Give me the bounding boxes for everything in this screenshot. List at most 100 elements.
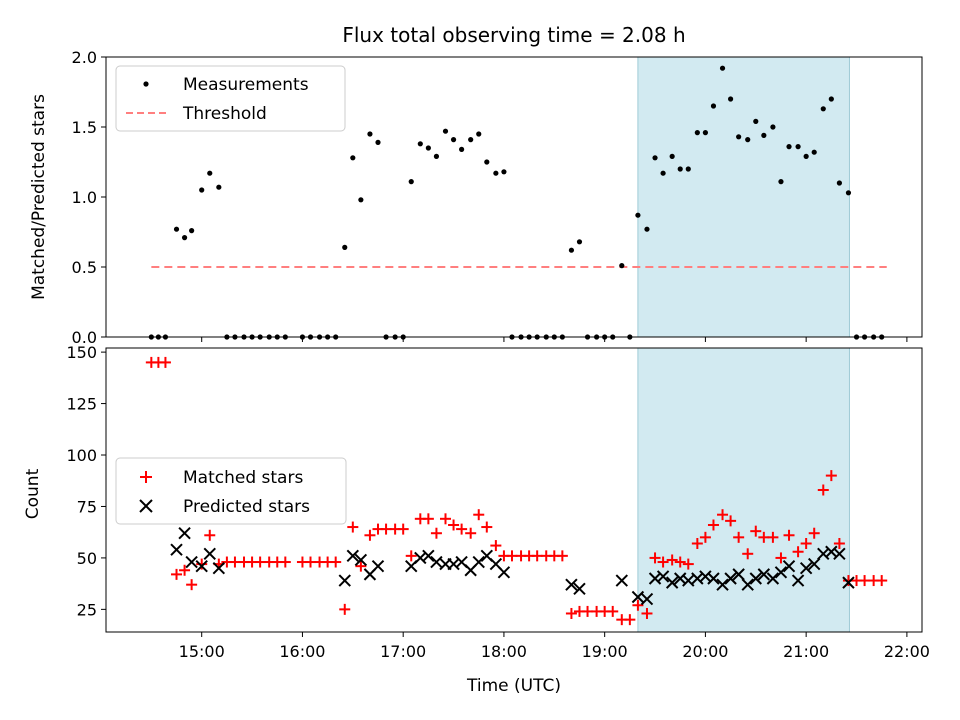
y-axis-label-top: Matched/Predicted stars <box>29 94 49 300</box>
plot-frame-bottom <box>105 347 923 633</box>
matched-star-point <box>742 548 754 560</box>
matched-star-point <box>364 529 376 541</box>
x-tick-label: 18:00 <box>481 642 527 661</box>
matched-star-point <box>800 538 812 550</box>
x-axis-label: Time (UTC) <box>466 676 561 696</box>
matched-star-point <box>775 552 787 564</box>
measurement-point <box>342 244 348 250</box>
measurement-point <box>786 144 792 150</box>
measurement-point <box>694 130 700 136</box>
predicted-star-point <box>354 553 368 567</box>
measurement-point <box>644 226 650 232</box>
predicted-star-point <box>799 561 813 575</box>
matched-star-point <box>179 564 191 576</box>
matched-star-point <box>448 519 460 531</box>
matched-star-point <box>657 556 669 568</box>
predicted-star-point <box>203 547 216 561</box>
matched-star-point <box>682 558 694 570</box>
y-tick-label: 125 <box>66 395 97 414</box>
predicted-star-point <box>497 566 511 579</box>
predicted-star-point <box>732 568 745 581</box>
predicted-star-point <box>791 574 805 587</box>
matched-star-point <box>405 550 417 562</box>
legend-bottom: Matched stars Predicted stars <box>115 457 347 525</box>
matched-star-point <box>641 607 653 619</box>
measurement-point <box>501 169 507 175</box>
legend-label-measurements: Measurements <box>183 75 309 95</box>
matched-star-point <box>204 529 216 541</box>
measurement-point <box>845 190 852 196</box>
matched-star-point <box>750 525 762 537</box>
predicted-star-point <box>640 592 654 606</box>
matched-star-point <box>767 531 779 543</box>
measurement-point <box>652 155 658 161</box>
y-tick-label: 1.0 <box>72 188 97 207</box>
predicted-star-point <box>472 555 485 569</box>
measurement-point <box>207 170 213 176</box>
measurement-point <box>425 145 431 151</box>
legend-marker-matched <box>140 471 152 483</box>
matched-star-point <box>733 531 745 543</box>
y-tick-label: 75 <box>77 497 97 516</box>
predicted-star-point <box>573 582 586 595</box>
predicted-star-point <box>178 527 191 540</box>
measurement-point <box>459 146 465 152</box>
legend-marker-predicted <box>139 499 153 513</box>
measurement-point <box>710 103 717 109</box>
predicted-star-point <box>716 578 729 591</box>
measurement-point <box>619 263 625 269</box>
predicted-star-point <box>615 574 628 587</box>
predicted-star-point <box>833 547 846 561</box>
matched-star-point <box>481 521 493 533</box>
y-tick-label: 0.5 <box>72 258 97 277</box>
measurement-point <box>181 235 188 241</box>
matched-star-point <box>833 538 845 550</box>
predicted-star-point <box>842 576 855 589</box>
measurement-point <box>702 130 709 136</box>
matched-star-point <box>717 509 729 521</box>
x-tick-label: 17:00 <box>380 642 426 661</box>
matched-star-point <box>817 484 829 496</box>
measurement-point <box>836 180 842 186</box>
y-axis-label-bottom: Count <box>23 468 43 519</box>
predicted-star-point <box>766 572 780 585</box>
y-tick-label: 1.5 <box>72 118 97 137</box>
matched-star-point <box>196 558 208 570</box>
predicted-star-point <box>724 572 737 585</box>
predicted-star-point <box>774 566 788 579</box>
y-tick-label: 0.0 <box>72 328 97 347</box>
matched-star-point <box>465 527 477 539</box>
predicted-star-point <box>631 590 645 604</box>
legend-label-threshold: Threshold <box>182 104 267 124</box>
measurement-point <box>350 155 356 161</box>
measurement-point <box>433 153 440 159</box>
measurement-point <box>719 65 726 71</box>
measurement-point <box>189 228 195 234</box>
panel-bottom: 25 50 75 100 125 150 15:00 16:00 17:00 18:00 19:0… <box>23 343 930 696</box>
predicted-star-point <box>741 578 754 591</box>
measurement-point <box>727 96 734 102</box>
predicted-star-point <box>749 572 762 585</box>
predicted-star-point <box>212 561 226 575</box>
predicted-star-point <box>170 543 183 556</box>
measurement-point <box>677 166 683 172</box>
matched-star-point <box>649 552 661 564</box>
predicted-star-point <box>338 574 351 587</box>
matched-star-point <box>186 579 198 591</box>
predicted-star-point <box>757 568 771 581</box>
measurement-point <box>493 170 499 176</box>
matched-star-point <box>456 523 468 535</box>
matched-star-point <box>825 470 837 482</box>
measurement-point <box>778 179 784 185</box>
measurement-point <box>484 159 490 165</box>
measurement-point <box>476 131 482 137</box>
y-tick-label: 150 <box>66 343 97 362</box>
matched-star-point <box>707 519 719 531</box>
measurement-point <box>828 96 834 102</box>
legend-label-predicted: Predicted stars <box>183 497 310 517</box>
chart-title: Flux total observing time = 2.08 h <box>342 23 685 47</box>
y-tick-label: 2.0 <box>72 48 97 67</box>
plot-frame-top <box>105 56 923 338</box>
predicted-star-point <box>707 572 720 585</box>
measurement-point <box>685 166 691 172</box>
